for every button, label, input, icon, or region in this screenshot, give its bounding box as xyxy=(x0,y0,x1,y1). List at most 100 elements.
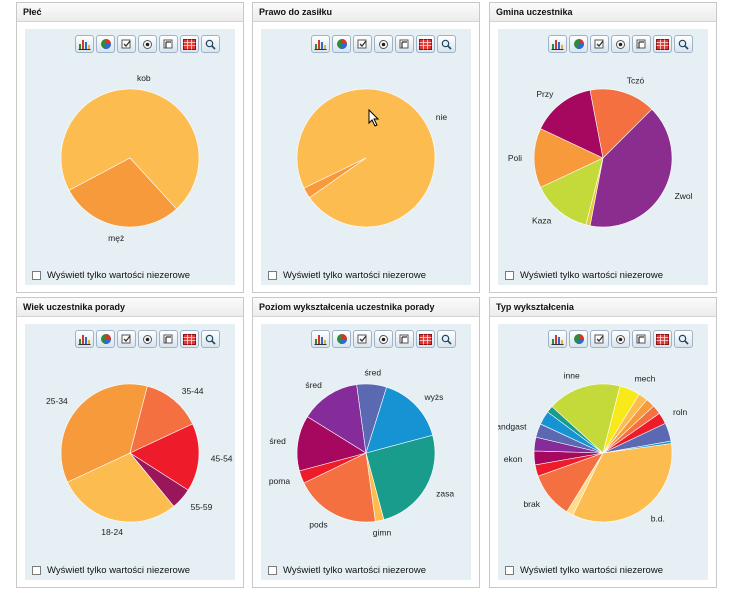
radio-button[interactable] xyxy=(374,35,393,53)
chart-toolbar xyxy=(311,35,456,53)
pie-slice[interactable] xyxy=(602,440,672,454)
radio-button[interactable] xyxy=(611,35,630,53)
pie-slice[interactable] xyxy=(589,88,653,159)
pie-chart-button[interactable] xyxy=(569,330,588,348)
zoom-button[interactable] xyxy=(674,330,693,348)
zoom-icon xyxy=(205,334,216,345)
slice-label: śred xyxy=(305,380,322,390)
pie-slice[interactable] xyxy=(533,128,604,188)
pie-slice[interactable] xyxy=(67,452,175,523)
pie-slice[interactable] xyxy=(572,443,673,523)
slice-label: zasa xyxy=(436,489,454,499)
table-grid-icon xyxy=(419,333,432,345)
pie-slice[interactable] xyxy=(303,157,367,198)
zoom-button[interactable] xyxy=(437,35,456,53)
pie-chart-button[interactable] xyxy=(332,35,351,53)
nonzero-checkbox[interactable] xyxy=(268,271,277,280)
chart-toolbar xyxy=(75,330,220,348)
checkbox-flag-button[interactable] xyxy=(353,330,372,348)
pie-chart-button[interactable] xyxy=(569,35,588,53)
bar-chart-button[interactable] xyxy=(311,35,330,53)
slice-label: gimn xyxy=(373,527,392,537)
nonzero-filter[interactable]: Wyświetl tylko wartości niezerowe xyxy=(505,565,663,576)
checkbox-flag-icon xyxy=(357,334,368,345)
checkbox-flag-button[interactable] xyxy=(590,35,609,53)
table-grid-icon xyxy=(183,38,196,50)
bar-chart-button[interactable] xyxy=(75,35,94,53)
nonzero-label: Wyświetl tylko wartości niezerowe xyxy=(520,270,663,281)
table-grid-button[interactable] xyxy=(416,330,435,348)
slice-label: ekon xyxy=(504,454,523,464)
table-grid-button[interactable] xyxy=(180,35,199,53)
radio-icon xyxy=(378,39,389,50)
zoom-button[interactable] xyxy=(674,35,693,53)
bar-chart-icon xyxy=(78,333,91,345)
table-grid-button[interactable] xyxy=(416,35,435,53)
zoom-icon xyxy=(441,334,452,345)
pie-slice[interactable] xyxy=(540,157,604,226)
pie-slice[interactable] xyxy=(68,157,177,228)
bar-chart-icon xyxy=(314,38,327,50)
pie-slice[interactable] xyxy=(303,452,376,523)
nonzero-checkbox[interactable] xyxy=(505,271,514,280)
flag-button[interactable] xyxy=(159,35,178,53)
bar-chart-icon xyxy=(551,333,564,345)
nonzero-filter[interactable]: Wyświetl tylko wartości niezerowe xyxy=(505,270,663,281)
pie-slice[interactable] xyxy=(365,386,434,454)
nonzero-filter[interactable]: Wyświetl tylko wartości niezerowe xyxy=(268,565,426,576)
table-grid-button[interactable] xyxy=(180,330,199,348)
radio-button[interactable] xyxy=(138,35,157,53)
pie-chart-button[interactable] xyxy=(332,330,351,348)
bar-chart-button[interactable] xyxy=(548,330,567,348)
nonzero-checkbox[interactable] xyxy=(32,271,41,280)
nonzero-label: Wyświetl tylko wartości niezerowe xyxy=(520,565,663,576)
checkbox-flag-button[interactable] xyxy=(353,35,372,53)
bar-chart-icon xyxy=(551,38,564,50)
nonzero-checkbox[interactable] xyxy=(505,566,514,575)
chart-toolbar xyxy=(75,35,220,53)
pie-slice[interactable] xyxy=(540,89,604,159)
pie-slice[interactable] xyxy=(60,88,200,210)
nonzero-checkbox[interactable] xyxy=(268,566,277,575)
pie-chart-button[interactable] xyxy=(96,35,115,53)
radio-button[interactable] xyxy=(374,330,393,348)
flag-icon xyxy=(399,334,410,345)
flag-button[interactable] xyxy=(632,35,651,53)
nonzero-filter[interactable]: Wyświetl tylko wartości niezerowe xyxy=(32,270,190,281)
slice-label: 35-44 xyxy=(182,386,204,396)
pie-chart-button[interactable] xyxy=(96,330,115,348)
radio-button[interactable] xyxy=(138,330,157,348)
chart-area: 45-54 55-59 18-24 25-34 35-44 Wyświetl tylko… xyxy=(25,324,235,580)
pie-slice[interactable] xyxy=(129,423,200,491)
zoom-button[interactable] xyxy=(201,330,220,348)
slice-label: Tczó xyxy=(627,76,645,86)
nonzero-filter[interactable]: Wyświetl tylko wartości niezerowe xyxy=(32,565,190,576)
pie-slice[interactable] xyxy=(296,416,367,472)
nonzero-checkbox[interactable] xyxy=(32,566,41,575)
radio-button[interactable] xyxy=(611,330,630,348)
slice-label: inne xyxy=(564,370,580,380)
checkbox-flag-button[interactable] xyxy=(117,330,136,348)
pie-slice[interactable] xyxy=(365,434,436,521)
flag-button[interactable] xyxy=(159,330,178,348)
radio-icon xyxy=(378,334,389,345)
flag-button[interactable] xyxy=(395,35,414,53)
pie-slice[interactable] xyxy=(551,383,621,454)
flag-button[interactable] xyxy=(632,330,651,348)
bar-chart-button[interactable] xyxy=(548,35,567,53)
pie-slice[interactable] xyxy=(306,384,367,454)
table-grid-button[interactable] xyxy=(653,330,672,348)
nonzero-filter[interactable]: Wyświetl tylko wartości niezerowe xyxy=(268,270,426,281)
bar-chart-button[interactable] xyxy=(311,330,330,348)
pie-slice[interactable] xyxy=(129,385,193,454)
pie-slice[interactable] xyxy=(60,383,148,483)
checkbox-flag-button[interactable] xyxy=(117,35,136,53)
table-grid-button[interactable] xyxy=(653,35,672,53)
zoom-button[interactable] xyxy=(201,35,220,53)
checkbox-flag-button[interactable] xyxy=(590,330,609,348)
bar-chart-button[interactable] xyxy=(75,330,94,348)
zoom-button[interactable] xyxy=(437,330,456,348)
pie-slice[interactable] xyxy=(589,108,673,228)
flag-button[interactable] xyxy=(395,330,414,348)
flag-icon xyxy=(636,39,647,50)
